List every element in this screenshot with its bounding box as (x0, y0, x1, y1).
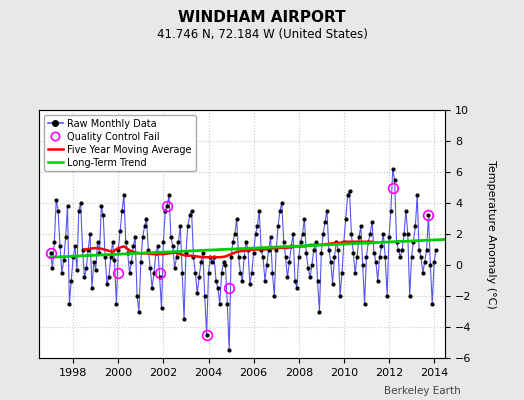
Text: WINDHAM AIRPORT: WINDHAM AIRPORT (178, 10, 346, 25)
Legend: Raw Monthly Data, Quality Control Fail, Five Year Moving Average, Long-Term Tren: Raw Monthly Data, Quality Control Fail, … (44, 115, 196, 171)
Y-axis label: Temperature Anomaly (°C): Temperature Anomaly (°C) (486, 160, 496, 308)
Text: Berkeley Earth: Berkeley Earth (385, 386, 461, 396)
Text: 41.746 N, 72.184 W (United States): 41.746 N, 72.184 W (United States) (157, 28, 367, 41)
